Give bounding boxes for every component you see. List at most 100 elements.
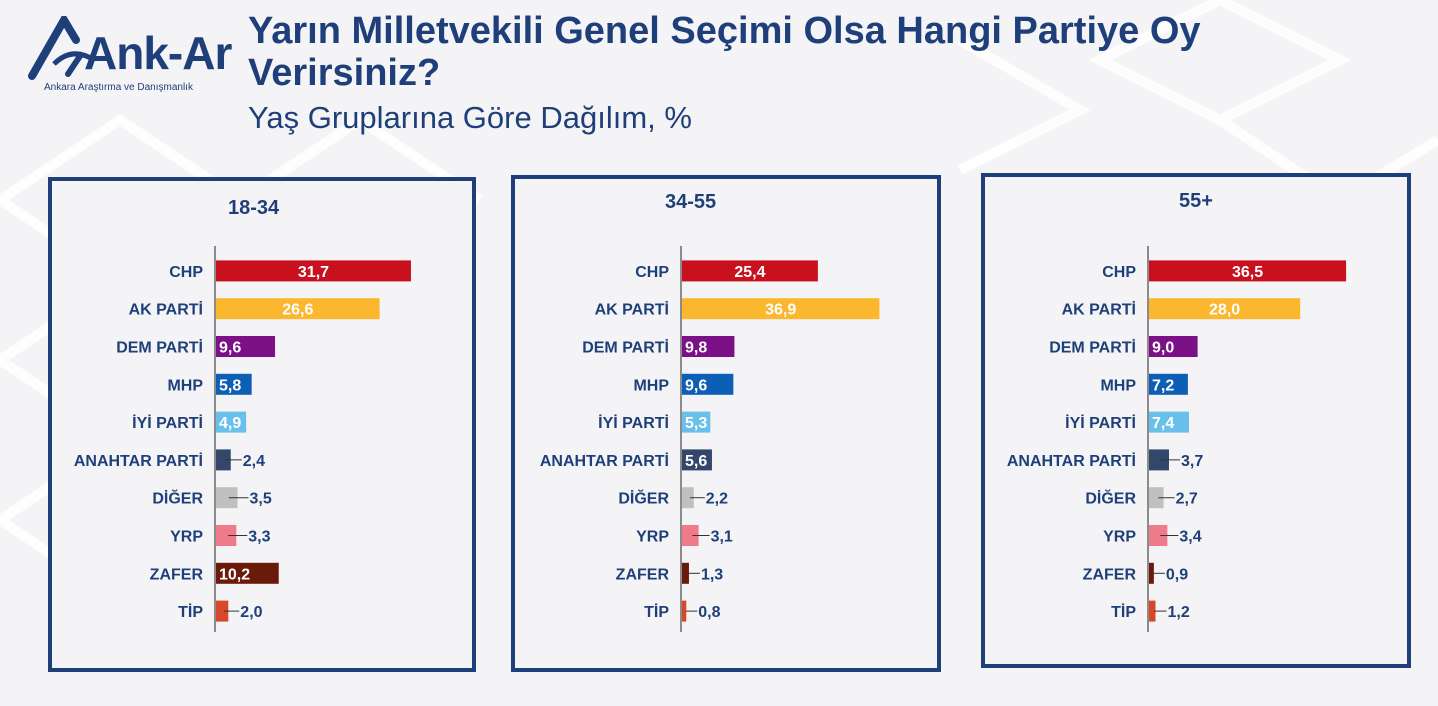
category-label-dem-parti: DEM PARTİ [1049, 339, 1136, 357]
data-label-tip: 1,2 [1167, 604, 1189, 621]
data-label-ak-parti: 26,6 [282, 302, 313, 319]
bar-ak-parti [216, 298, 380, 320]
category-label-anahtar-parti: ANAHTAR PARTİ [540, 452, 669, 470]
bar-chp [216, 260, 411, 282]
data-label-ak-parti: 28,0 [1209, 302, 1240, 319]
bar-tip [216, 600, 229, 622]
company-logo: Ank-Ar Ankara Araştırma ve Danışmanlık [28, 14, 233, 98]
category-label-dem-parti: DEM PARTİ [116, 339, 203, 357]
bar-zafer [216, 562, 279, 584]
bar-diger [216, 487, 238, 509]
bar-mhp [1149, 373, 1188, 395]
category-label-zafer: ZAFER [1083, 566, 1137, 583]
data-label-mhp: 7,2 [1152, 377, 1174, 394]
category-label-ak-parti: AK PARTİ [1062, 301, 1136, 319]
category-label-anahtar-parti: ANAHTAR PARTİ [74, 452, 203, 470]
panel-55-plus: 55+ CHP 36,5 AK PARTİ 28,0 DEM PARTİ 9,0 MHP 7,… [981, 173, 1411, 668]
data-label-mhp: 9,6 [685, 377, 707, 394]
bar-zafer [1149, 562, 1154, 584]
data-label-diger: 2,2 [706, 491, 728, 508]
data-label-zafer: 1,3 [701, 566, 723, 583]
panel-18-34: 18-34 CHP 31,7 AK PARTİ 26,6 DEM PARTİ 9,6 MHP… [48, 177, 476, 672]
bar-mhp [216, 373, 252, 395]
data-label-dem-parti: 9,8 [685, 340, 707, 357]
bar-dem-parti [1149, 336, 1198, 357]
bar-dem-parti [216, 336, 276, 357]
category-label-mhp: MHP [633, 377, 669, 394]
category-label-tip: TİP [644, 603, 669, 621]
bar-zafer [682, 562, 689, 584]
logo-text: Ank-Ar [84, 27, 232, 79]
category-label-iyi-parti: İYİ PARTİ [132, 414, 203, 432]
data-label-iyi-parti: 5,3 [685, 415, 707, 432]
bar-iyi-parti [216, 411, 247, 433]
data-label-dem-parti: 9,6 [219, 340, 241, 357]
category-label-ak-parti: AK PARTİ [595, 301, 669, 319]
data-label-ak-parti: 36,9 [765, 302, 796, 319]
page-subtitle: Yaş Gruplarına Göre Dağılım, % [248, 100, 692, 135]
category-label-diger: DİĞER [1085, 489, 1136, 508]
category-label-yrp: YRP [170, 529, 203, 546]
panel-title: 55+ [1179, 190, 1213, 212]
data-label-iyi-parti: 4,9 [219, 415, 241, 432]
bar-ak-parti [1149, 298, 1301, 320]
category-label-diger: DİĞER [152, 489, 203, 508]
category-label-dem-parti: DEM PARTİ [582, 339, 669, 357]
page-title: Yarın Milletvekili Genel Seçimi Olsa Han… [248, 10, 1201, 94]
data-label-iyi-parti: 7,4 [1152, 415, 1174, 432]
bar-chart: CHP 31,7 AK PARTİ 26,6 DEM PARTİ 9,6 MHP 5,8 İYİ… [74, 246, 411, 632]
data-label-zafer: 10,2 [219, 566, 250, 583]
bar-mhp [682, 373, 734, 395]
category-label-yrp: YRP [1103, 529, 1136, 546]
data-label-chp: 36,5 [1232, 264, 1263, 281]
bar-chp [1149, 260, 1347, 282]
bar-anahtar-parti [1149, 449, 1169, 471]
category-label-mhp: MHP [167, 377, 203, 394]
category-label-chp: CHP [169, 264, 203, 281]
data-label-anahtar-parti: 2,4 [243, 453, 265, 470]
data-label-anahtar-parti: 3,7 [1181, 453, 1203, 470]
data-label-diger: 3,5 [250, 491, 272, 508]
data-label-tip: 0,8 [698, 604, 720, 621]
bar-tip [682, 600, 687, 622]
bar-yrp [682, 525, 699, 546]
bar-ak-parti [682, 298, 880, 320]
category-label-zafer: ZAFER [150, 566, 204, 583]
bar-tip [1149, 600, 1156, 622]
category-label-tip: TİP [1111, 603, 1136, 621]
category-label-diger: DİĞER [618, 489, 669, 508]
category-label-mhp: MHP [1100, 377, 1136, 394]
logo-tagline: Ankara Araştırma ve Danışmanlık [44, 82, 193, 93]
bar-yrp [1149, 525, 1168, 546]
category-label-anahtar-parti: ANAHTAR PARTİ [1007, 452, 1136, 470]
category-label-iyi-parti: İYİ PARTİ [598, 414, 669, 432]
bar-diger [1149, 487, 1164, 509]
category-label-iyi-parti: İYİ PARTİ [1065, 414, 1136, 432]
data-label-chp: 25,4 [734, 264, 765, 281]
panel-title: 34-55 [665, 191, 717, 213]
bar-yrp [216, 525, 237, 546]
panel-title: 18-34 [228, 197, 280, 219]
data-label-yrp: 3,1 [711, 529, 733, 546]
category-label-chp: CHP [1102, 264, 1136, 281]
data-label-chp: 31,7 [298, 264, 329, 281]
data-label-anahtar-parti: 5,6 [685, 453, 707, 470]
data-label-tip: 2,0 [240, 604, 262, 621]
data-label-mhp: 5,8 [219, 377, 241, 394]
data-label-zafer: 0,9 [1166, 566, 1188, 583]
bar-dem-parti [682, 336, 735, 357]
data-label-diger: 2,7 [1176, 491, 1198, 508]
bar-diger [682, 487, 694, 509]
category-label-zafer: ZAFER [616, 566, 670, 583]
logo-mark-icon [28, 16, 96, 80]
category-label-yrp: YRP [636, 529, 669, 546]
category-label-chp: CHP [635, 264, 669, 281]
bar-iyi-parti [682, 411, 711, 433]
category-label-tip: TİP [178, 603, 203, 621]
bar-anahtar-parti [216, 449, 231, 471]
panel-34-55: 34-55 CHP 25,4 AK PARTİ 36,9 DEM PARTİ 9,8 MHP… [511, 175, 941, 672]
data-label-dem-parti: 9,0 [1152, 340, 1174, 357]
bar-chart: CHP 36,5 AK PARTİ 28,0 DEM PARTİ 9,0 MHP 7,2 İYİ… [1007, 246, 1347, 632]
bar-chp [682, 260, 818, 282]
category-label-ak-parti: AK PARTİ [129, 301, 203, 319]
